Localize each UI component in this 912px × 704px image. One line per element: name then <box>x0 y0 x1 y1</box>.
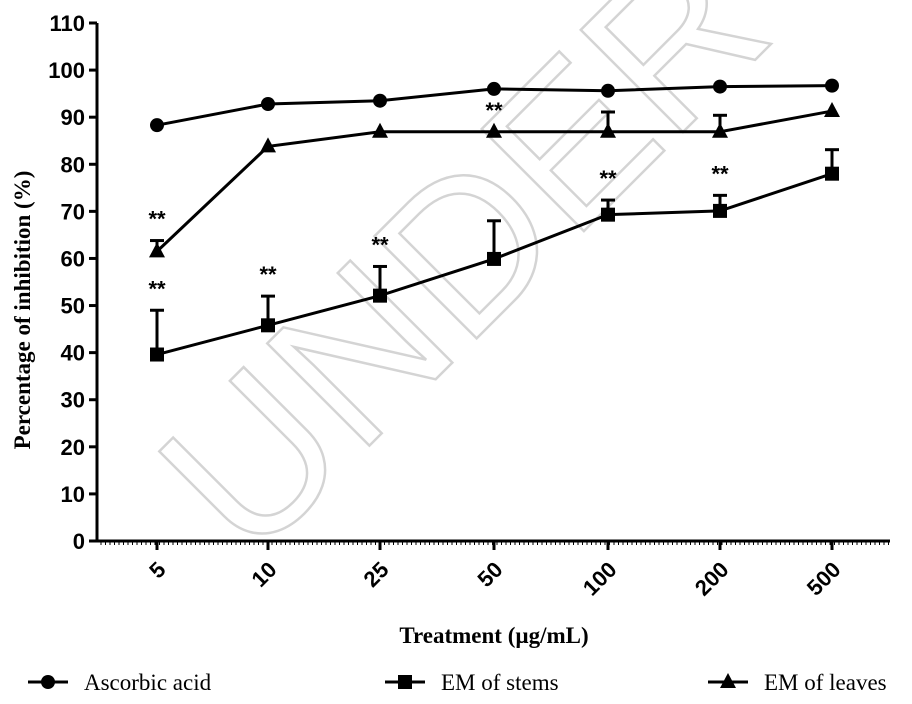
series-layer: ******** ******* <box>148 77 840 362</box>
data-point <box>824 102 840 118</box>
data-point <box>261 96 275 111</box>
data-point <box>261 318 275 333</box>
data-point <box>487 81 501 96</box>
y-tick-label: 50 <box>61 294 85 319</box>
x-tick-label: 25 <box>359 557 394 592</box>
data-point <box>601 207 615 222</box>
y-tick-label: 40 <box>61 341 85 366</box>
data-point <box>713 203 727 218</box>
data-point <box>486 122 502 138</box>
significance-label: ** <box>599 166 617 191</box>
legend-label: EM of leaves <box>764 670 887 695</box>
x-tick-label: 50 <box>473 557 508 592</box>
significance-label: ** <box>148 276 166 301</box>
x-axis-title: Treatment (µg/mL) <box>399 623 588 648</box>
legend-item: EM of leaves <box>708 670 887 695</box>
legend: Ascorbic acid EM of stems EM of leaves <box>28 670 887 695</box>
data-point <box>712 122 728 138</box>
data-point <box>373 93 387 108</box>
legend-item: EM of stems <box>385 670 559 695</box>
significance-label: ** <box>148 207 166 232</box>
legend-label: EM of stems <box>441 670 559 695</box>
y-tick-label: 80 <box>61 152 85 177</box>
data-point <box>150 118 164 133</box>
y-tick-label: 20 <box>61 435 85 460</box>
data-point <box>149 242 165 258</box>
data-point <box>601 83 615 98</box>
data-point <box>150 347 164 362</box>
data-point <box>373 288 387 303</box>
series-square: ** ** ** ** ** <box>148 148 839 362</box>
data-point <box>600 122 616 138</box>
x-tick-label: 100 <box>578 557 622 601</box>
y-tick-label: 0 <box>73 529 85 554</box>
y-tick-label: 60 <box>61 246 85 271</box>
legend-item: Ascorbic acid <box>28 670 212 695</box>
legend-marker <box>720 673 736 688</box>
series-triangle: ***** <box>148 77 840 258</box>
significance-label: * <box>828 77 837 102</box>
data-point <box>487 251 501 266</box>
data-point <box>372 122 388 138</box>
data-point <box>825 166 839 181</box>
y-tick-label: 110 <box>50 11 86 36</box>
x-tick-label: 5 <box>144 557 170 583</box>
series-circle <box>150 78 839 133</box>
x-tick-label: 500 <box>802 557 846 601</box>
data-point <box>825 78 839 93</box>
data-point <box>713 79 727 94</box>
data-point <box>260 137 276 153</box>
significance-label: ** <box>371 232 389 257</box>
y-tick-label: 100 <box>48 58 85 83</box>
y-tick-label: 70 <box>61 199 85 224</box>
y-tick-label: 90 <box>61 105 85 130</box>
y-axis-title: Percentage of inhibition (%) <box>10 171 35 450</box>
x-tick-label: 200 <box>690 557 734 601</box>
significance-label: ** <box>711 161 729 186</box>
legend-marker <box>41 675 55 689</box>
legend-label: Ascorbic acid <box>84 670 212 695</box>
significance-label: ** <box>259 262 277 287</box>
y-tick-label: 30 <box>61 388 85 413</box>
y-tick-label: 10 <box>61 482 85 507</box>
legend-marker <box>398 675 412 689</box>
significance-label: ** <box>485 98 503 123</box>
